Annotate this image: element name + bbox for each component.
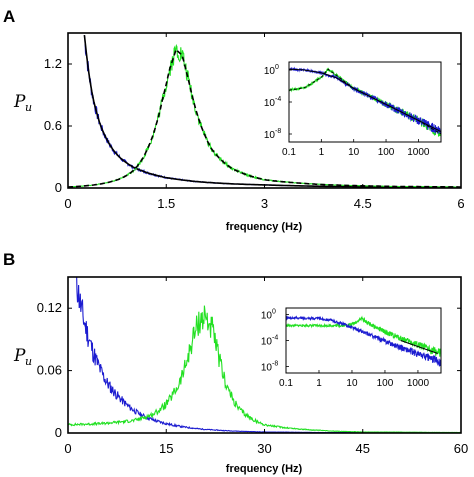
panel-a-inset-ytick-label: 10 — [264, 130, 276, 141]
panel-b-xtick-label: 45 — [356, 441, 370, 456]
panel-a-ylabel: P — [13, 92, 26, 112]
panel-b-inset-ytick-label: 10 — [261, 337, 273, 348]
panel-a-xtick-label: 6 — [457, 196, 464, 211]
panel-b-xtick-label: 0 — [64, 441, 71, 456]
panel-b-xtick-label: 30 — [257, 441, 271, 456]
panel-b-letter: B — [3, 250, 15, 269]
panel-a-inset-ytick-label: 10 — [264, 98, 276, 109]
panel-b-xtick-label: 15 — [159, 441, 173, 456]
panel-a-ylabel-sub: u — [25, 101, 32, 114]
panel-b-inset-series-1 — [286, 315, 441, 368]
panel-a-inset-xtick-label: 10 — [348, 147, 360, 158]
panel-b-inset-xtick-label: 1000 — [407, 378, 430, 389]
panel-b-ylabel: P — [13, 346, 26, 366]
panel-b-inset-ytick-exponent: -8 — [272, 361, 278, 368]
panel-a-series — [68, 35, 461, 188]
panel-b-inset-ytick-exponent: 0 — [272, 309, 276, 316]
panel-b-inset-ytick-label: 10 — [261, 363, 273, 374]
panel-a-xtick-label: 1.5 — [157, 196, 175, 211]
panel-a-inset-xtick-label: 1 — [319, 147, 325, 158]
panel-a-ytick-label: 1.2 — [44, 56, 62, 71]
panel-b-inset-series — [286, 315, 441, 368]
panel-b-ylabel-sub: u — [25, 355, 32, 368]
panel-b-ytick-label: 0.06 — [37, 363, 62, 378]
panel-b-ytick-label: 0 — [55, 425, 62, 440]
panel-b-inset-ytick-exponent: -4 — [272, 335, 278, 342]
panel-b-inset-xtick-label: 1 — [316, 378, 322, 389]
panel-a-xtick-label: 0 — [64, 196, 71, 211]
panel-b-inset-xtick-label: 100 — [377, 378, 394, 389]
panel-b-xlabel: frequency (Hz) — [226, 463, 303, 475]
panel-a-letter: A — [3, 7, 15, 26]
panel-a-inset-ytick-exponent: -8 — [275, 128, 281, 135]
panel-a-ytick-label: 0 — [55, 180, 62, 195]
panel-a-inset-ytick-exponent: -4 — [275, 96, 281, 103]
panel-a-xtick-label: 3 — [261, 196, 268, 211]
panel-a-inset-xtick-label: 100 — [378, 147, 395, 158]
panel-a-xlabel: frequency (Hz) — [226, 221, 303, 233]
panel-a-inset-xtick-label: 0.1 — [282, 147, 296, 158]
panel-b-inset-ytick-label: 10 — [261, 311, 273, 322]
panel-a-inset-bg — [289, 62, 441, 142]
panel-b-inset-xtick-label: 0.1 — [279, 378, 293, 389]
panel-b-slope-line — [400, 340, 438, 354]
panel-b-inset-bg — [286, 308, 441, 373]
panel-a-xtick-label: 4.5 — [354, 196, 372, 211]
panel-a-inset-ytick-label: 10 — [264, 66, 276, 77]
panel-a-inset-fit-1 — [289, 68, 441, 133]
panel-a-inset-ytick-exponent: 0 — [275, 64, 279, 71]
panel-a-series-3 — [68, 48, 461, 188]
panel-b-inset-series-0 — [286, 315, 441, 357]
panel-a-inset-series — [289, 66, 441, 137]
panel-b-xtick-label: 60 — [454, 441, 468, 456]
panel-b-ytick-label: 0.12 — [37, 300, 62, 315]
panel-a-ytick-label: 0.6 — [44, 118, 62, 133]
panel-a-series-1 — [83, 35, 461, 188]
panel-a-inset-xtick-label: 1000 — [407, 147, 430, 158]
panel-b-inset-xtick-label: 10 — [346, 378, 358, 389]
